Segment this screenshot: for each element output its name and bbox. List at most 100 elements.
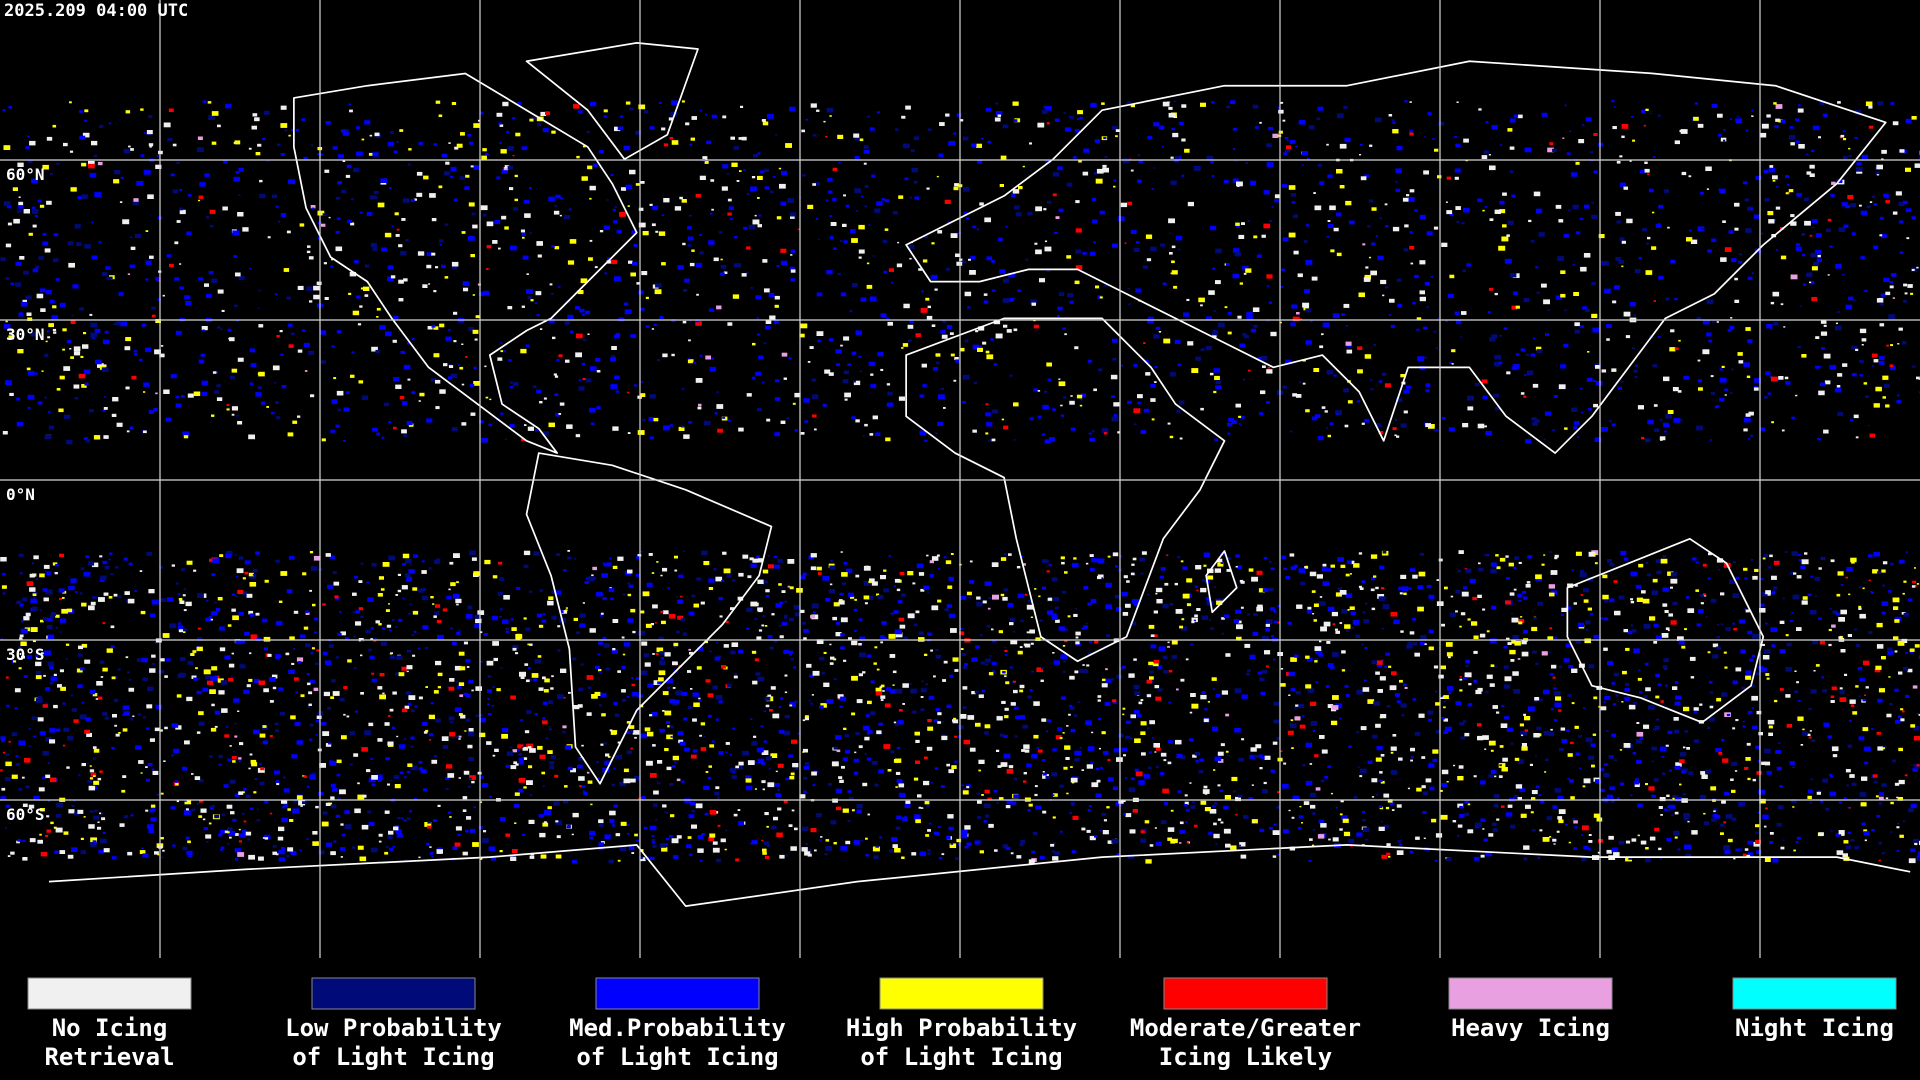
speckle	[402, 597, 405, 600]
speckle	[1881, 656, 1886, 660]
speckle	[1616, 220, 1621, 224]
speckle	[138, 760, 144, 764]
speckle	[507, 165, 513, 170]
speckle	[1307, 157, 1310, 160]
speckle	[774, 304, 779, 308]
speckle	[396, 141, 399, 143]
speckle	[1918, 378, 1920, 380]
speckle	[445, 161, 450, 165]
speckle	[876, 111, 880, 114]
speckle	[703, 561, 710, 566]
speckle	[336, 217, 341, 221]
speckle	[755, 295, 761, 300]
speckle	[558, 354, 563, 358]
speckle	[1778, 742, 1781, 744]
speckle	[1396, 804, 1402, 808]
speckle	[250, 634, 258, 639]
speckle	[1646, 242, 1649, 245]
speckle	[1227, 754, 1230, 757]
speckle	[475, 618, 482, 624]
speckle	[478, 826, 483, 829]
speckle	[1789, 761, 1795, 765]
speckle	[275, 205, 279, 208]
speckle	[1223, 179, 1229, 184]
speckle	[93, 786, 98, 790]
speckle	[1039, 278, 1045, 283]
speckle	[371, 563, 377, 567]
speckle	[978, 694, 984, 698]
speckle	[373, 639, 377, 642]
speckle	[549, 728, 552, 731]
speckle	[56, 802, 63, 808]
speckle	[1785, 175, 1790, 179]
speckle	[971, 143, 977, 148]
speckle	[8, 335, 14, 340]
speckle	[1388, 665, 1392, 668]
speckle	[486, 245, 492, 249]
speckle	[1693, 707, 1699, 711]
speckle	[153, 408, 158, 412]
speckle	[972, 344, 980, 350]
speckle	[1162, 655, 1168, 659]
speckle	[1635, 778, 1639, 781]
speckle	[953, 717, 957, 720]
speckle	[871, 174, 876, 178]
speckle	[291, 128, 295, 132]
speckle	[1160, 752, 1167, 757]
speckle	[1455, 206, 1461, 210]
speckle	[1812, 640, 1819, 645]
speckle	[1772, 179, 1776, 182]
speckle	[18, 740, 26, 746]
speckle	[443, 363, 448, 367]
speckle	[59, 302, 66, 307]
speckle	[149, 738, 155, 742]
speckle	[671, 140, 679, 145]
speckle	[174, 277, 180, 281]
speckle	[526, 289, 533, 294]
speckle	[441, 736, 449, 741]
speckle	[956, 113, 962, 117]
speckle	[193, 677, 198, 681]
speckle	[280, 153, 285, 156]
speckle	[605, 667, 611, 671]
speckle	[998, 237, 1003, 241]
speckle	[1747, 852, 1754, 856]
speckle	[792, 402, 796, 405]
speckle	[1432, 138, 1435, 140]
speckle	[1326, 641, 1331, 644]
speckle	[130, 814, 134, 817]
speckle	[617, 670, 621, 673]
speckle	[734, 236, 738, 239]
speckle	[1683, 375, 1689, 380]
speckle	[133, 350, 137, 353]
speckle	[1706, 332, 1712, 337]
speckle	[122, 714, 125, 716]
speckle	[1404, 224, 1409, 228]
speckle	[1119, 667, 1123, 671]
speckle	[1151, 188, 1154, 190]
speckle	[307, 245, 311, 248]
speckle	[629, 107, 634, 111]
speckle	[465, 829, 469, 833]
speckle	[763, 342, 767, 345]
speckle	[872, 255, 875, 257]
speckle	[371, 678, 377, 683]
speckle	[681, 199, 687, 203]
speckle	[516, 749, 520, 752]
speckle	[44, 353, 49, 357]
speckle	[666, 678, 673, 683]
speckle	[1724, 247, 1732, 252]
speckle	[689, 262, 695, 267]
speckle	[1657, 223, 1661, 225]
speckle	[1560, 293, 1566, 298]
speckle	[533, 551, 540, 556]
speckle	[610, 731, 617, 735]
speckle	[1268, 126, 1273, 131]
speckle	[1724, 388, 1729, 392]
speckle	[529, 855, 535, 859]
speckle	[79, 135, 86, 140]
speckle	[1260, 390, 1266, 395]
speckle	[398, 298, 404, 302]
speckle	[372, 427, 378, 432]
speckle	[971, 691, 976, 695]
